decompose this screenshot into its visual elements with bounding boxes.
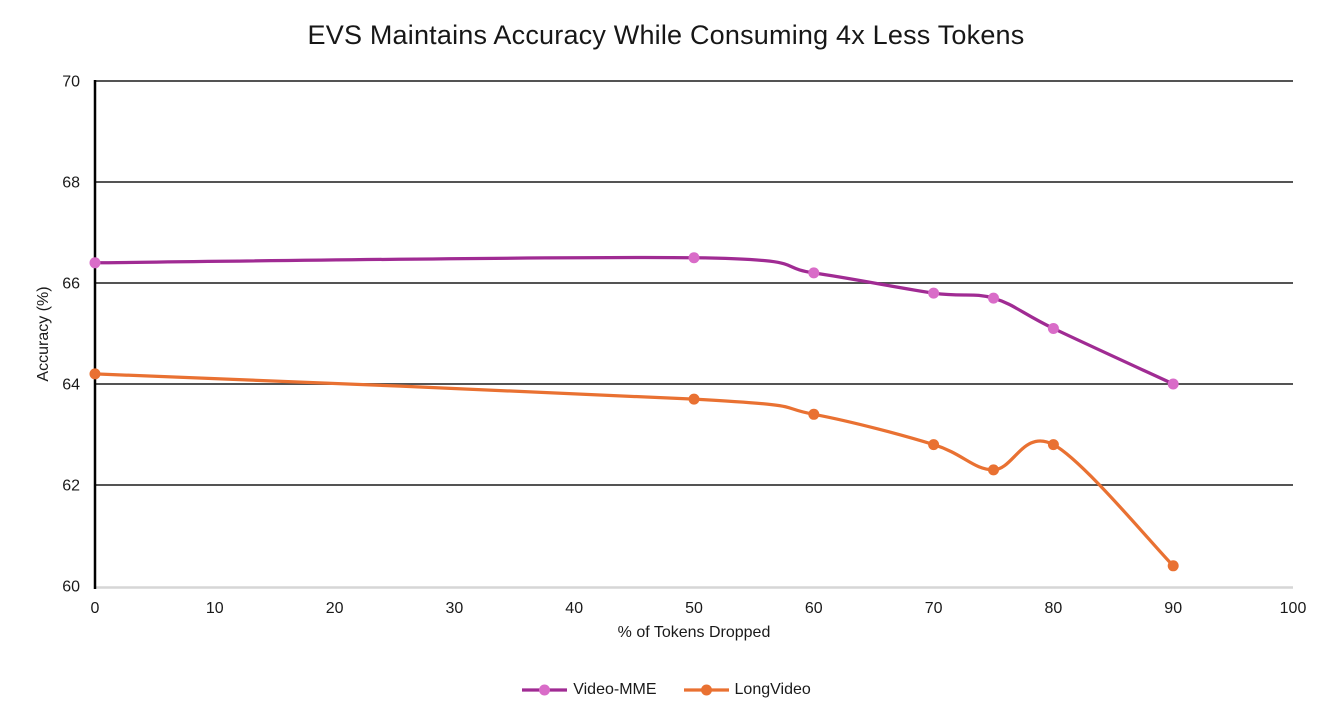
x-tick-label-0: 0 xyxy=(91,600,100,617)
data-point-video-mme-x75 xyxy=(988,292,999,304)
data-point-longvideo-x90 xyxy=(1167,560,1179,572)
y-tick-label-66: 66 xyxy=(62,276,80,293)
y-tick-label-62: 62 xyxy=(62,478,80,495)
x-tick-label-70: 70 xyxy=(925,600,943,617)
x-tick-label-100: 100 xyxy=(1280,600,1307,617)
series-line-longvideo xyxy=(93,372,1175,568)
data-point-longvideo-x60 xyxy=(808,408,820,420)
data-point-video-mme-x60 xyxy=(808,267,820,279)
x-tick-label-30: 30 xyxy=(446,600,464,617)
data-point-video-mme-x90 xyxy=(1167,378,1179,390)
data-point-video-mme-x50 xyxy=(688,252,700,264)
legend-label-video-mme: Video-MME xyxy=(573,681,657,698)
x-tick-label-40: 40 xyxy=(565,600,583,617)
legend-label-longvideo: LongVideo xyxy=(734,681,811,698)
y-tick-label-60: 60 xyxy=(62,579,80,596)
x-tick-label-10: 10 xyxy=(206,600,224,617)
y-axis-title: Accuracy (%) xyxy=(35,286,52,382)
legend-item-video-mme: Video-MME xyxy=(521,681,657,699)
y-tick-label-70: 70 xyxy=(62,74,80,91)
x-axis-title: % of Tokens Dropped xyxy=(617,624,771,641)
x-tick-label-80: 80 xyxy=(1045,600,1063,617)
y-tick-label-64: 64 xyxy=(62,377,80,394)
legend-marker-video-mme xyxy=(522,684,568,696)
series-line-video-mme xyxy=(93,255,1175,386)
data-point-longvideo-x75 xyxy=(988,464,999,476)
data-point-longvideo-x80 xyxy=(1047,439,1059,451)
legend: Video-MME LongVideo xyxy=(0,681,1332,699)
legend-marker-longvideo xyxy=(683,684,729,696)
x-tick-label-50: 50 xyxy=(685,600,703,617)
chart-title: EVS Maintains Accuracy While Consuming 4… xyxy=(307,20,1025,50)
data-point-video-mme-x0 xyxy=(89,257,101,269)
x-tick-label-60: 60 xyxy=(805,600,823,617)
x-tick-label-90: 90 xyxy=(1164,600,1182,617)
data-point-video-mme-x80 xyxy=(1047,322,1059,334)
x-tick-label-20: 20 xyxy=(326,600,344,617)
data-point-longvideo-x50 xyxy=(688,393,700,405)
data-point-video-mme-x70 xyxy=(928,287,940,299)
data-point-longvideo-x0 xyxy=(89,368,101,380)
legend-item-longvideo: LongVideo xyxy=(683,681,811,699)
y-tick-label-68: 68 xyxy=(62,175,80,192)
data-point-longvideo-x70 xyxy=(928,439,940,451)
